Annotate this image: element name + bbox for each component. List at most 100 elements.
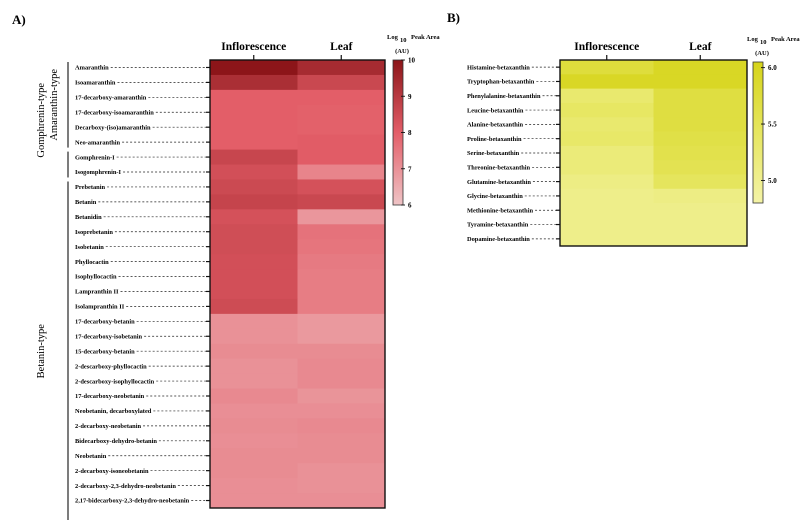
heatmap-cell <box>653 188 748 204</box>
colorbar <box>752 61 764 204</box>
heatmap-cell <box>297 60 386 76</box>
colorbar-tick-label: 5.0 <box>768 177 777 185</box>
heatmap-cell <box>560 117 654 133</box>
row-label: Tyramine-betaxanthin <box>467 222 529 229</box>
heatmap-cell <box>210 149 298 166</box>
heatmap-cell <box>210 60 298 76</box>
row-label: Betanidin <box>75 214 102 221</box>
heatmap-cell <box>297 373 386 390</box>
row-label: Alanine-betaxanthin <box>467 122 524 129</box>
row-label: Dopamine-betaxanthin <box>467 236 530 243</box>
row-label: 17-decarboxy-isoamaranthin <box>75 109 154 116</box>
heatmap-cell <box>210 328 298 345</box>
heatmap-cell <box>210 269 298 285</box>
row-label: Serine-betaxanthin <box>467 150 520 157</box>
heatmap-cell <box>210 284 298 300</box>
column-label: Inflorescence <box>574 41 639 53</box>
row-label: Betanin <box>75 199 97 206</box>
heatmap-cell <box>560 88 654 104</box>
heatmap-cell <box>297 194 386 210</box>
row-label: 2-decarboxy-2,3-dehydro-neobetanin <box>75 483 176 490</box>
heatmap-cell <box>210 478 298 494</box>
row-label: 17-decarboxy-isobetanin <box>75 333 143 340</box>
heatmap-cell <box>297 269 386 285</box>
colorbar-tick-label: 6.0 <box>768 64 777 72</box>
row-label: Phyllocactin <box>75 259 109 266</box>
heatmap-cell <box>210 164 298 180</box>
column-label: Inflorescence <box>221 41 286 53</box>
heatmap-cell <box>297 298 386 315</box>
heatmap-cell <box>297 313 386 330</box>
heatmap-cell <box>560 231 654 247</box>
row-label: Isolampranthin II <box>75 304 125 311</box>
heatmap-cell <box>210 74 298 91</box>
colorbar-tick-label: 10 <box>408 57 416 65</box>
heatmap-cell <box>297 179 386 195</box>
heatmap-cell <box>653 203 748 218</box>
heatmap-cell <box>210 343 298 360</box>
row-label: Threonine-betaxanthin <box>467 165 531 172</box>
heatmap-cell <box>653 131 748 147</box>
heatmap-cell <box>297 463 386 479</box>
heatmap-cell <box>297 358 386 375</box>
row-label: Isogomphrenin-I <box>75 169 122 176</box>
heatmap-cell <box>560 217 654 233</box>
panel-b-label: B) <box>447 10 460 25</box>
heatmap-frame <box>209 59 386 509</box>
heatmap-cell <box>297 149 386 166</box>
row-label: Isoamaranthin <box>75 80 116 87</box>
row-label: Proline-betaxanthin <box>467 136 522 143</box>
colorbar-tick-label: 9 <box>408 93 412 101</box>
row-label: 2,17-bidecarboxy-2,3-dehydro-neobetanin <box>75 498 190 505</box>
heatmap-cell <box>210 388 298 404</box>
colorbar-title-unit: (AU) <box>755 50 769 57</box>
heatmap-cell <box>210 493 298 509</box>
heatmap-cell <box>653 231 748 247</box>
heatmap-cell <box>210 89 298 106</box>
colorbar-title-peak-area: Peak Area <box>411 34 440 41</box>
heatmap-cell <box>560 188 654 204</box>
row-label: 17-decarboxy-neobetanin <box>75 393 145 400</box>
heatmap-cell <box>653 117 748 133</box>
colorbar-title-peak-area: Peak Area <box>771 36 800 43</box>
row-label: Bidecarboxy-dehydro-betanin <box>75 438 157 445</box>
row-label: 2-decarboxy-neobetanin <box>75 423 141 430</box>
heatmap-cell <box>210 403 298 419</box>
heatmap-cell <box>297 239 386 255</box>
heatmap-cell <box>297 254 386 270</box>
heatmap-cell <box>297 134 386 151</box>
heatmap-cell <box>297 478 386 494</box>
colorbar-title-log: Log <box>387 34 399 41</box>
heatmap-cell <box>297 403 386 419</box>
heatmap-cell <box>560 145 654 161</box>
heatmap-cell <box>210 179 298 195</box>
row-label: Tryptophan-betaxanthin <box>467 79 535 86</box>
column-label: Leaf <box>330 41 353 53</box>
colorbar-tick-label: 7 <box>408 165 412 173</box>
row-label: 15-decarboxy-betanin <box>75 348 135 355</box>
heatmap-cell <box>653 217 748 233</box>
row-label: Neobetanin, decarboxylated <box>75 408 152 415</box>
row-label: 2-descarboxy-phyllocactin <box>75 363 147 370</box>
row-label: Phenylalanine-betaxanthin <box>467 93 541 100</box>
row-label: Glycine-betaxanthin <box>467 193 523 200</box>
heatmap-cell <box>210 194 298 210</box>
row-label: 17-decarboxy-betanin <box>75 319 135 326</box>
heatmap-cell <box>297 164 386 180</box>
row-label: Isoprebetanin <box>75 229 113 236</box>
row-label: 2-decarboxy-isoneobetanin <box>75 468 149 475</box>
panel-a-label: A) <box>12 12 26 27</box>
heatmap-cell <box>210 119 298 136</box>
heatmap-cell <box>297 104 386 121</box>
heatmap-cell <box>560 102 654 118</box>
group-label: Amaranthin-type <box>49 69 60 141</box>
heatmap-cell <box>297 418 386 434</box>
heatmap-cell <box>653 174 748 190</box>
row-label: Prebetanin <box>75 184 106 191</box>
heatmap-cell <box>210 239 298 255</box>
row-label: Glutamine-betaxanthin <box>467 179 531 186</box>
row-label: Decarboxy-(iso)amaranthin <box>75 124 151 131</box>
heatmap-cell <box>210 224 298 240</box>
heatmap-cell <box>653 60 748 75</box>
